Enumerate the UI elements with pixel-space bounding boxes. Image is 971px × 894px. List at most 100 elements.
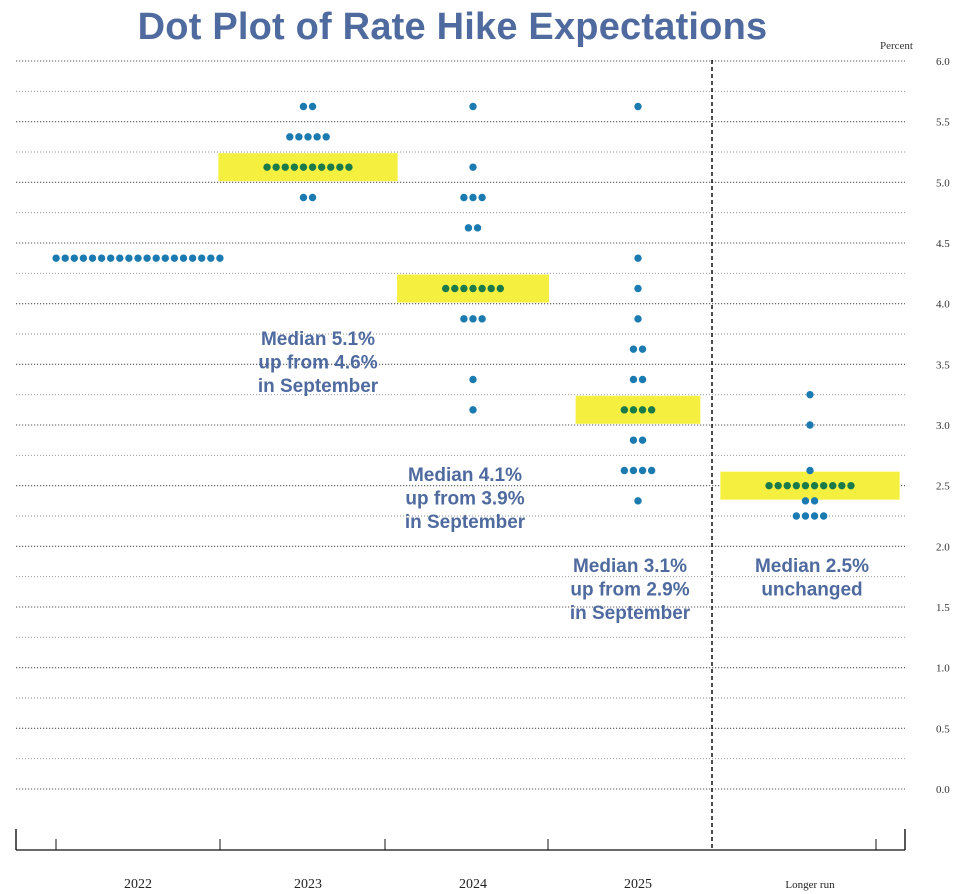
y-tick-label: 4.0 xyxy=(936,299,950,311)
median-dot xyxy=(829,481,837,490)
chart-title: Dot Plot of Rate Hike Expectations xyxy=(137,6,768,48)
dot xyxy=(634,102,642,111)
median-annotation: Median 4.1% up from 3.9% in September xyxy=(405,465,526,533)
dot xyxy=(810,512,819,520)
dot xyxy=(634,315,642,323)
annotations: Median 5.1% up from 4.6% in SeptemberMedia… xyxy=(258,329,869,624)
dot xyxy=(198,254,206,262)
y-tick-label: 4.5 xyxy=(936,238,950,250)
dot xyxy=(322,133,330,141)
axes: 0.0 0.5 1.0 1.5 2.0 2.5 3.0 3.5 4.0 4.5 5.0 5.5 6.0 2… xyxy=(15,56,950,892)
dot xyxy=(308,193,317,202)
y-tick-label: 2.0 xyxy=(936,541,950,553)
dot xyxy=(806,390,814,399)
median-dot xyxy=(469,284,477,293)
annotation-line: unchanged xyxy=(761,580,862,601)
y-tick-label: 0.0 xyxy=(936,784,950,796)
median-dot xyxy=(838,481,846,490)
y-tick-label: 6.0 xyxy=(936,56,950,68)
dot xyxy=(478,193,486,202)
dot xyxy=(634,284,642,293)
dot xyxy=(806,466,814,475)
median-highlights xyxy=(218,153,900,500)
dot xyxy=(188,254,197,262)
median-dot xyxy=(801,481,810,490)
median-annotation: Median 2.5% unchanged xyxy=(755,556,869,601)
dot xyxy=(107,254,115,262)
median-dot xyxy=(345,163,353,171)
median-dot xyxy=(774,481,782,490)
median-dot xyxy=(451,284,459,293)
dot xyxy=(634,497,642,505)
dot xyxy=(207,254,215,262)
dot xyxy=(634,254,642,262)
dot xyxy=(629,345,638,353)
dot xyxy=(638,436,647,444)
median-dot xyxy=(317,163,326,171)
y-axis-label: Percent xyxy=(880,40,913,52)
dot xyxy=(179,254,188,262)
y-tick-label: 1.0 xyxy=(936,663,950,675)
dot xyxy=(620,466,629,475)
dot xyxy=(469,163,477,171)
median-dot xyxy=(638,406,647,414)
median-dot xyxy=(810,481,819,490)
median-dot xyxy=(263,163,271,171)
annotation-line: in September xyxy=(570,603,691,624)
dot xyxy=(143,254,151,262)
x-tick-label: 2023 xyxy=(294,877,322,892)
y-tick-label: 1.5 xyxy=(936,602,950,614)
median-dot xyxy=(299,163,308,171)
median-dot xyxy=(629,406,638,414)
median-highlight-longer-run xyxy=(720,471,900,500)
x-tick-label: 2024 xyxy=(459,877,487,892)
dot xyxy=(170,254,179,262)
dot xyxy=(116,254,124,262)
dot xyxy=(464,224,473,232)
y-tick-label: 5.5 xyxy=(936,117,950,129)
dot xyxy=(97,254,106,262)
dot xyxy=(70,254,79,262)
y-tick-label: 3.0 xyxy=(936,420,950,432)
dot xyxy=(216,254,224,262)
y-tick-label: 3.5 xyxy=(936,359,950,371)
dot xyxy=(806,421,814,429)
median-dot xyxy=(647,406,656,414)
median-dot xyxy=(336,163,344,171)
dot xyxy=(295,133,303,141)
dot xyxy=(125,254,133,262)
median-dot xyxy=(819,481,828,490)
annotation-line: up from 2.9% xyxy=(570,580,689,601)
dot xyxy=(473,224,482,232)
dot xyxy=(469,315,477,323)
median-dot xyxy=(442,284,450,293)
dot xyxy=(52,254,60,262)
dot xyxy=(313,133,321,141)
dot xyxy=(638,375,647,384)
dot xyxy=(61,254,69,262)
annotation-line: in September xyxy=(405,512,526,533)
median-dot xyxy=(620,406,629,414)
dot xyxy=(638,345,647,353)
y-tick-label: 2.5 xyxy=(936,481,950,493)
median-dot xyxy=(487,284,495,293)
median-dot xyxy=(496,284,504,293)
dot xyxy=(647,466,656,475)
dot xyxy=(304,133,312,141)
y-tick-label: 5.0 xyxy=(936,177,950,189)
annotation-line: Median 5.1% xyxy=(261,329,375,350)
median-annotation: Median 5.1% up from 4.6% in September xyxy=(258,329,379,397)
x-tick-label: Longer run xyxy=(785,879,835,891)
median-dot xyxy=(478,284,486,293)
dot xyxy=(638,466,647,475)
dot xyxy=(478,315,486,323)
annotation-line: Median 3.1% xyxy=(573,556,687,577)
dot xyxy=(134,254,142,262)
dot xyxy=(460,315,468,323)
dots-layer xyxy=(52,102,855,520)
dot xyxy=(801,512,810,520)
x-tick-label: 2025 xyxy=(624,877,652,892)
dot xyxy=(308,102,317,111)
dot xyxy=(629,375,638,384)
